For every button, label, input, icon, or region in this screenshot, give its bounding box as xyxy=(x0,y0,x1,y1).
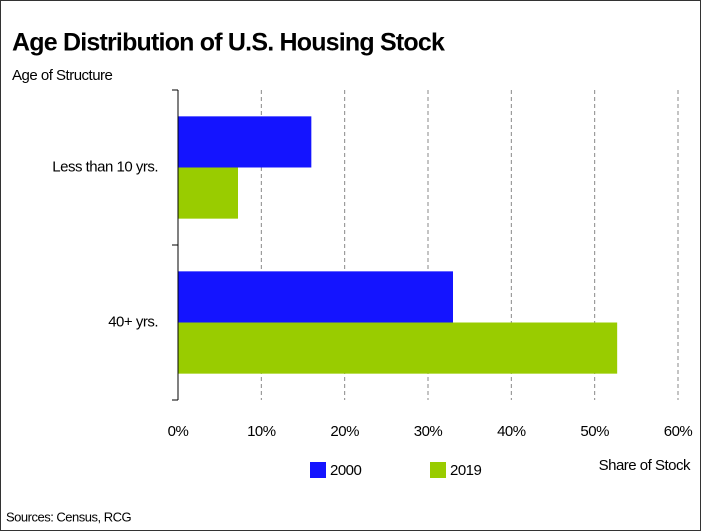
x-tick-label: 60% xyxy=(664,423,693,440)
bar xyxy=(178,116,312,168)
x-tick-label: 10% xyxy=(247,423,276,440)
y-tick-label: Less than 10 yrs. xyxy=(52,158,158,175)
x-tick-label: 40% xyxy=(497,423,526,440)
source: Sources: Census, RCG xyxy=(6,509,131,524)
x-tick-label: 0% xyxy=(168,423,189,440)
x-axis-label: Share of Stock xyxy=(599,457,691,474)
chart-title: Age Distribution of U.S. Housing Stock xyxy=(12,29,445,57)
x-tick-label: 50% xyxy=(580,423,609,440)
bar xyxy=(178,322,618,374)
legend-label: 2000 xyxy=(330,462,362,479)
x-tick-label: 20% xyxy=(330,423,359,440)
y-axis-label: Age of Structure xyxy=(12,67,113,84)
legend-swatch xyxy=(430,462,446,478)
x-tick-label: 30% xyxy=(414,423,443,440)
bar xyxy=(178,271,453,323)
legend-swatch xyxy=(310,462,326,478)
legend-label: 2019 xyxy=(450,462,482,479)
y-tick-label: 40+ yrs. xyxy=(108,313,158,330)
bar xyxy=(178,167,238,219)
